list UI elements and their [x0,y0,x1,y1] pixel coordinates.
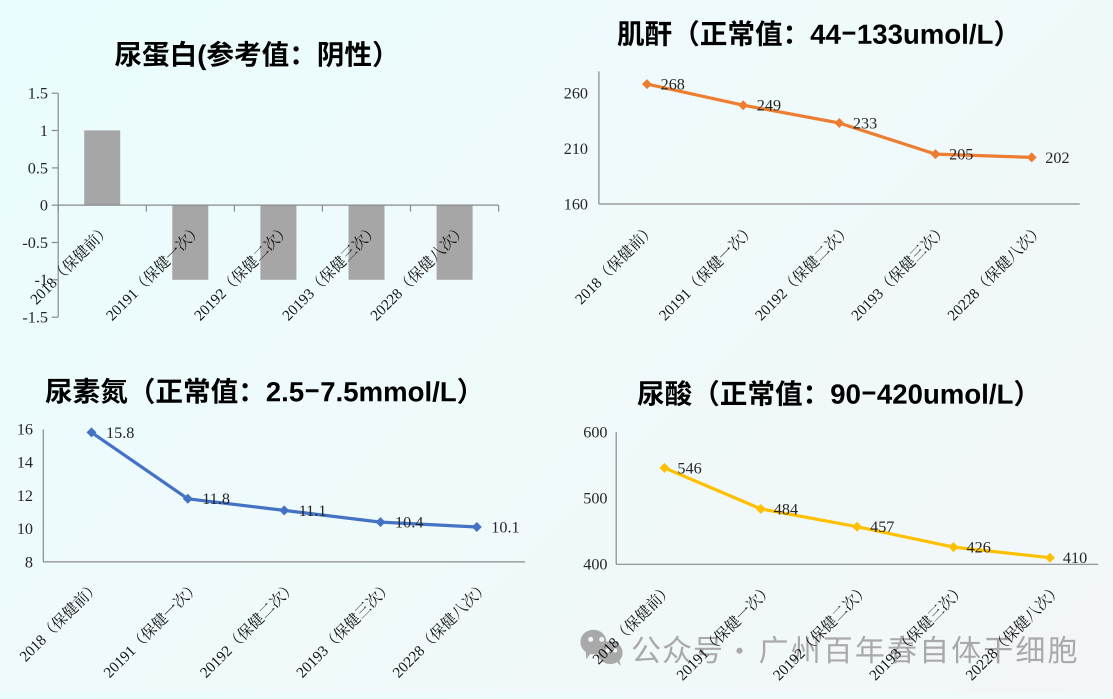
svg-text:600: 600 [583,424,607,442]
svg-text:457: 457 [870,518,894,536]
svg-text:14: 14 [17,454,33,472]
svg-text:546: 546 [677,459,701,477]
svg-text:160: 160 [564,195,588,213]
svg-text:260: 260 [564,84,588,102]
svg-text:268: 268 [661,76,685,94]
svg-text:16: 16 [17,421,33,439]
svg-text:210: 210 [564,140,588,158]
svg-text:1.5: 1.5 [28,85,48,103]
svg-text:410: 410 [1063,549,1087,567]
svg-text:11.8: 11.8 [202,490,230,508]
svg-text:400: 400 [583,556,607,574]
svg-text:426: 426 [967,539,991,557]
svg-text:-1.5: -1.5 [22,309,48,327]
svg-text:-1: -1 [35,271,48,289]
svg-text:8: 8 [25,553,33,571]
svg-text:0.5: 0.5 [28,159,48,177]
svg-text:0: 0 [40,197,48,215]
svg-text:12: 12 [17,487,33,505]
svg-text:202: 202 [1045,149,1069,167]
svg-text:10.4: 10.4 [395,514,423,532]
svg-text:249: 249 [757,97,781,115]
svg-text:233: 233 [853,114,877,132]
svg-text:1: 1 [40,122,48,140]
svg-text:11.1: 11.1 [299,502,327,520]
svg-text:205: 205 [949,146,973,164]
svg-text:-0.5: -0.5 [22,234,48,252]
svg-text:10.1: 10.1 [491,518,519,536]
svg-text:484: 484 [774,500,798,518]
svg-text:10: 10 [17,520,33,538]
svg-text:15.8: 15.8 [106,424,134,442]
svg-text:500: 500 [583,490,607,508]
